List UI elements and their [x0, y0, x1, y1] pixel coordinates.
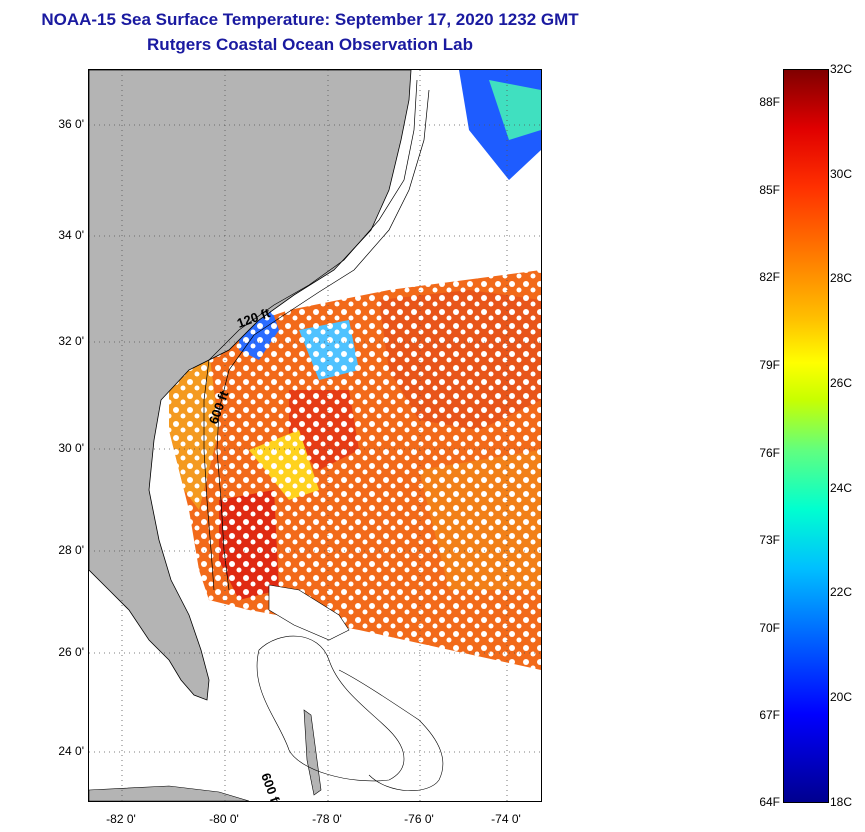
colorbar-f-79: 79F — [759, 358, 780, 372]
colorbar-f-67: 67F — [759, 708, 780, 722]
lon-label-78: -78 0' — [312, 812, 342, 826]
colorbar-f-76: 76F — [759, 446, 780, 460]
graticule — [89, 70, 541, 801]
temperature-colorbar — [783, 69, 829, 803]
colorbar-c-28: 28C — [830, 271, 853, 285]
lat-label-36: 36 0' — [58, 117, 84, 131]
contour-bahamas-bank — [256, 635, 405, 782]
land-andros-island — [303, 709, 322, 796]
colorbar-c-26: 26C — [830, 376, 853, 390]
lat-label-26: 26 0' — [58, 645, 84, 659]
map-title: NOAA-15 Sea Surface Temperature: Septemb… — [41, 10, 579, 29]
colorbar-f-70: 70F — [759, 621, 780, 635]
colorbar-f-88: 88F — [759, 95, 780, 109]
sst-cool-north-2 — [489, 80, 541, 140]
lon-label-80: -80 0' — [209, 812, 239, 826]
land-southeast-us — [89, 70, 412, 701]
colorbar-f-64: 64F — [759, 795, 780, 809]
lon-label-82: -82 0' — [106, 812, 136, 826]
colorbar-f-82: 82F — [759, 270, 780, 284]
lat-label-34: 34 0' — [58, 228, 84, 242]
colorbar-c-18: 18C — [830, 795, 853, 809]
contour-600ft — [216, 89, 430, 591]
lat-label-32: 32 0' — [58, 334, 84, 348]
colorbar-c-22: 22C — [830, 585, 853, 599]
sst-map-canvas: 120 ft 600 ft 600 ft — [89, 70, 541, 801]
colorbar-c-20: 20C — [830, 690, 853, 704]
sst-map[interactable]: 120 ft 600 ft 600 ft — [88, 69, 542, 802]
lon-label-74: -74 0' — [491, 812, 521, 826]
lat-label-24: 24 0' — [58, 744, 84, 758]
map-subtitle: Rutgers Coastal Ocean Observation Lab — [147, 35, 473, 54]
contour-bahamas-bank-2 — [338, 669, 444, 791]
lon-label-76: -76 0' — [404, 812, 434, 826]
lat-label-28: 28 0' — [58, 543, 84, 557]
colorbar-c-30: 30C — [830, 167, 853, 181]
colorbar-f-85: 85F — [759, 183, 780, 197]
colorbar-c-32: 32C — [830, 62, 853, 76]
colorbar-c-24: 24C — [830, 481, 853, 495]
land-cuba — [89, 785, 250, 801]
land-grand-bahama — [268, 584, 350, 641]
contour-120ft — [203, 79, 418, 591]
colorbar-f-73: 73F — [759, 533, 780, 547]
lat-label-30: 30 0' — [58, 441, 84, 455]
